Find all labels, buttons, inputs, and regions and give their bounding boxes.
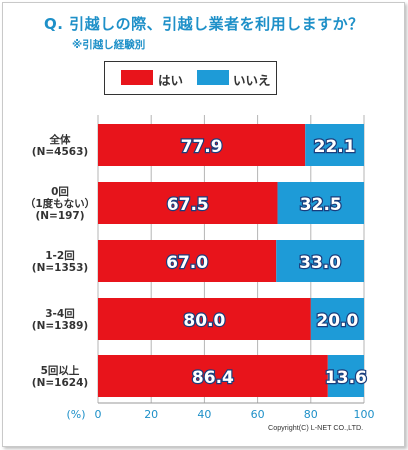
bar-no-1 bbox=[277, 182, 364, 224]
legend-swatch-no bbox=[197, 70, 229, 85]
legend-label-yes: はい bbox=[158, 73, 184, 88]
bar-yes-0 bbox=[98, 124, 306, 166]
chart-title: Q. 引越しの際、引越し業者を利用しますか？ bbox=[44, 15, 364, 33]
data-label-yes-4: 86.4 bbox=[192, 368, 234, 388]
category-label-4: 5回以上(N=1624) bbox=[32, 364, 88, 389]
legend-label-no: いいえ bbox=[233, 73, 271, 88]
category-label-2: 1-2回(N=1353) bbox=[32, 250, 88, 274]
bar-yes-3 bbox=[98, 298, 311, 340]
x-axis-unit-label: (%) bbox=[66, 408, 85, 421]
x-tick-label-0: 0 bbox=[95, 408, 102, 421]
category-label-1: 0回（1度もない）(N=197) bbox=[25, 186, 95, 222]
category-label-0: 全体(N=4563) bbox=[32, 133, 88, 158]
bar-yes-2 bbox=[98, 240, 277, 282]
legend-swatch-yes bbox=[121, 70, 153, 85]
data-label-yes-2: 67.0 bbox=[166, 253, 208, 273]
data-label-yes-3: 80.0 bbox=[183, 311, 225, 331]
data-label-no-4: 13.6 bbox=[325, 368, 367, 388]
data-label-no-3: 20.0 bbox=[316, 311, 358, 331]
copyright-text: Copyright(C) L-NET CO.,LTD. bbox=[268, 423, 364, 432]
data-label-no-0: 22.1 bbox=[314, 137, 356, 157]
bar-no-3 bbox=[310, 298, 364, 340]
data-label-yes-1: 67.5 bbox=[167, 195, 209, 215]
chart-subtitle: ※引越し経験別 bbox=[72, 39, 146, 51]
data-label-no-2: 33.0 bbox=[299, 253, 341, 273]
data-label-yes-0: 77.9 bbox=[181, 137, 223, 157]
legend: はい いいえ bbox=[104, 61, 277, 95]
x-tick-label-100: 100 bbox=[354, 408, 375, 421]
x-tick-label-80: 80 bbox=[304, 408, 318, 421]
bar-no-4 bbox=[327, 355, 364, 397]
data-label-no-1: 32.5 bbox=[300, 195, 342, 215]
bar-yes-4 bbox=[98, 355, 328, 397]
x-tick-label-60: 60 bbox=[251, 408, 265, 421]
category-label-3: 3-4回(N=1389) bbox=[32, 308, 88, 332]
bar-no-2 bbox=[276, 240, 364, 282]
bar-no-0 bbox=[305, 124, 364, 166]
x-tick-label-20: 20 bbox=[144, 408, 158, 421]
bar-yes-1 bbox=[98, 182, 278, 224]
x-tick-label-40: 40 bbox=[197, 408, 211, 421]
